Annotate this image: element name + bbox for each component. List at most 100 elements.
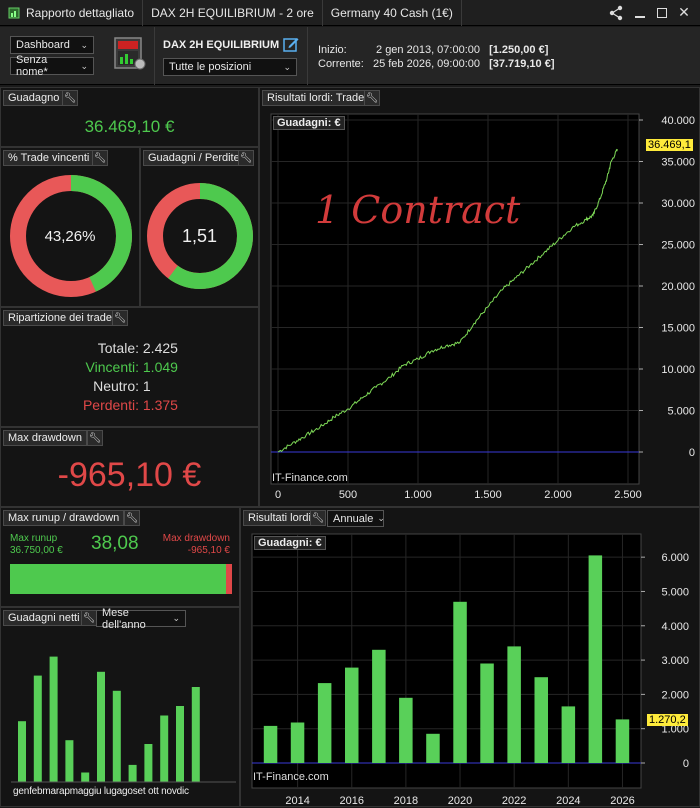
wrench-icon[interactable]: 🔧︎: [81, 610, 97, 626]
gain-loss-win-arc: [147, 183, 253, 289]
yearly-bar-2013: [263, 725, 278, 763]
strategy-name: DAX 2H EQUILIBRIUM: [163, 39, 280, 51]
net-gains-bar: [191, 687, 200, 782]
period-select[interactable]: Mese dell'anno ⌄: [96, 607, 186, 631]
gain-value: 36.469,10 €: [84, 117, 175, 136]
yearly-bar-2024: [561, 706, 576, 763]
win-pct-title: % Trade vincenti: [3, 150, 95, 166]
win-pct-panel: % Trade vincenti 🔧︎ 43,26%: [0, 147, 140, 307]
loss-label: Perdenti:: [82, 397, 139, 413]
gain-panel: Guadagno 🔧︎ 36.469,10 €: [0, 87, 259, 147]
yearly-y-tick-label: 4.000: [661, 621, 689, 633]
win-row: Vincenti: 1.049: [1, 358, 260, 377]
edit-icon[interactable]: [283, 36, 299, 52]
net-gains-bar: [33, 675, 42, 782]
win-pct-donut: [10, 175, 132, 297]
month-labels: genfebmarapmaggiu lugagoset ott novdic: [13, 786, 189, 797]
yearly-x-tick-label: 2024: [556, 795, 580, 807]
wrench-icon[interactable]: 🔧︎: [87, 430, 103, 446]
neutral-row: Neutro: 1: [1, 377, 260, 396]
runup-value: 36.750,00 €: [10, 545, 63, 556]
net-gains-bar: [18, 721, 26, 782]
equity-last-label: 36.469,1: [646, 139, 693, 151]
view-select[interactable]: Dashboard ⌄: [10, 36, 94, 54]
runup-bar-fill: [10, 564, 227, 594]
neutral-label: Neutro:: [93, 378, 139, 394]
yearly-y-tick-label: 2.000: [661, 689, 689, 701]
equity-x-tick-label: 1.000: [404, 489, 432, 501]
report-icon: [8, 7, 20, 19]
report-title-segment: Rapporto dettagliato: [0, 0, 144, 26]
wrench-icon[interactable]: 🔧︎: [62, 90, 78, 106]
net-gains-chart: [11, 656, 236, 783]
aggregation-select[interactable]: Annuale ⌄: [327, 510, 385, 527]
net-gains-bar: [49, 656, 58, 782]
yearly-panel-title: Risultati lordi: [243, 510, 316, 526]
strategy-icon[interactable]: [112, 35, 148, 73]
drawdown-block: Max drawdown -965,10 €: [163, 533, 230, 557]
close-icon[interactable]: ✕: [678, 4, 690, 20]
yearly-y-tick-label: 6.000: [661, 552, 689, 564]
chevron-down-icon: ⌄: [377, 513, 385, 523]
drawdown-value: -965,10 €: [187, 545, 230, 556]
loss-row: Perdenti: 1.375: [1, 396, 260, 415]
net-gains-bar: [160, 715, 169, 782]
wrench-icon[interactable]: 🔧︎: [124, 510, 140, 526]
wrench-icon[interactable]: 🔧︎: [92, 150, 108, 166]
yearly-bar-2016: [345, 667, 359, 763]
name-select-label: Senza nome*: [16, 54, 48, 78]
view-select-label: Dashboard: [16, 39, 70, 51]
breakdown-panel: Ripartizione dei trade 🔧︎ Totale: 2.425 …: [0, 307, 259, 427]
equity-chart-title: Guadagni: €: [273, 116, 345, 130]
current-value: [37.719,10 €]: [489, 58, 555, 70]
net-gains-bar: [97, 671, 105, 782]
yearly-x-tick-label: 2026: [610, 795, 634, 807]
yearly-y-tick-label: 0: [683, 758, 689, 770]
contract-annotation: 1 Contract: [315, 188, 521, 232]
yearly-x-tick-label: 2016: [340, 795, 364, 807]
share-icon[interactable]: [606, 3, 626, 23]
equity-plot-area: [270, 113, 640, 485]
equity-y-tick-label: 30.000: [661, 198, 695, 210]
yearly-bar-2026: [615, 719, 630, 763]
net-gains-title: Guadagni netti: [3, 610, 85, 626]
wrench-icon[interactable]: 🔧︎: [112, 310, 128, 326]
max-drawdown-title: Max drawdown: [3, 430, 87, 446]
equity-y-tick-label: 15.000: [661, 323, 695, 335]
equity-y-tick-label: 10.000: [661, 364, 695, 376]
equity-watermark: IT-Finance.com: [272, 472, 348, 484]
yearly-bar-2019: [426, 733, 440, 763]
yearly-x-tick-label: 2014: [285, 795, 309, 807]
yearly-y-tick-label: 1.000: [661, 724, 689, 736]
wrench-icon[interactable]: 🔧︎: [238, 150, 254, 166]
net-gains-bar: [81, 772, 90, 782]
max-drawdown-value: -965,10 €: [57, 456, 202, 494]
yearly-bar-2020: [453, 601, 467, 763]
wrench-icon[interactable]: 🔧︎: [310, 510, 326, 526]
title-bar: Rapporto dettagliato DAX 2H EQUILIBRIUM …: [0, 0, 700, 26]
net-gains-bar: [128, 764, 137, 782]
win-pct-win-arc: [10, 175, 132, 297]
equity-x-tick-label: 500: [339, 489, 357, 501]
yearly-chart[interactable]: 0 1.000 2.000 3.000 4.000 5.000 6.000 2014 2016…: [241, 530, 700, 808]
positions-select[interactable]: Tutte le posizioni ⌄: [163, 58, 297, 76]
current-date: 25 feb 2026, 09:00:00: [372, 58, 480, 70]
equity-x-tick-label: 0: [275, 489, 281, 501]
net-gains-bar: [112, 690, 121, 782]
minimize-icon[interactable]: [632, 5, 648, 21]
equity-series-line: [277, 148, 618, 453]
toolbar: Dashboard ⌄ Senza nome* ⌄ DAX 2H EQUILIBRI…: [0, 27, 700, 85]
total-value: 2.425: [142, 340, 178, 356]
runup-title: Max runup / drawdown: [3, 510, 125, 526]
yearly-x-tick-label: 2022: [502, 795, 526, 807]
start-date: 2 gen 2013, 07:00:00: [376, 44, 480, 56]
wrench-icon[interactable]: 🔧︎: [364, 90, 380, 106]
equity-panel: Risultati lordi: Trade 🔧︎ 0 5.000 10.000 15…: [259, 87, 700, 507]
equity-x-tick-label: 2.000: [544, 489, 572, 501]
current-label: Corrente:: [318, 58, 364, 70]
maximize-icon[interactable]: [654, 5, 670, 21]
name-select[interactable]: Senza nome* ⌄: [10, 54, 94, 78]
equity-y-tick-label: 40.000: [661, 115, 695, 127]
equity-chart[interactable]: 0 5.000 10.000 15.000 20.000 25.000 30.000 35.0…: [260, 110, 700, 508]
window-title: Rapporto dettagliato: [26, 5, 135, 20]
